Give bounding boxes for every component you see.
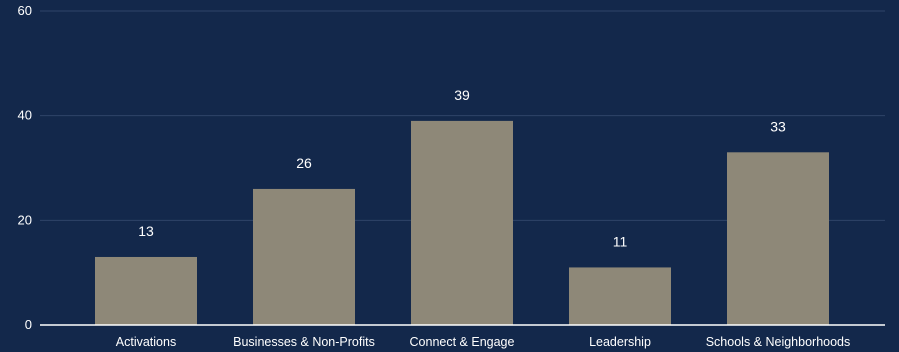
y-tick-label: 40 — [18, 108, 32, 123]
y-axis-ticks: 0 20 40 60 — [18, 3, 32, 332]
data-labels: 13 26 39 11 33 — [138, 87, 786, 250]
x-axis-ticks: Activations Businesses & Non-Profits Conne… — [116, 335, 851, 349]
y-tick-label: 60 — [18, 3, 32, 18]
data-label: 11 — [613, 233, 628, 249]
data-label: 39 — [454, 87, 470, 103]
bar — [727, 152, 829, 325]
y-tick-label: 0 — [25, 317, 32, 332]
x-tick-label: Businesses & Non-Profits — [233, 335, 375, 349]
data-label: 33 — [770, 118, 786, 134]
x-tick-label: Connect & Engage — [410, 335, 515, 349]
bar — [411, 120, 513, 326]
data-label: 13 — [138, 223, 154, 239]
bars — [95, 120, 829, 326]
bar — [95, 256, 197, 325]
x-tick-label: Schools & Neighborhoods — [706, 335, 851, 349]
bar — [569, 267, 671, 325]
bar — [253, 188, 355, 325]
x-tick-label: Leadership — [589, 335, 651, 349]
y-tick-label: 20 — [18, 212, 32, 227]
data-label: 26 — [296, 155, 312, 171]
x-tick-label: Activations — [116, 335, 176, 349]
